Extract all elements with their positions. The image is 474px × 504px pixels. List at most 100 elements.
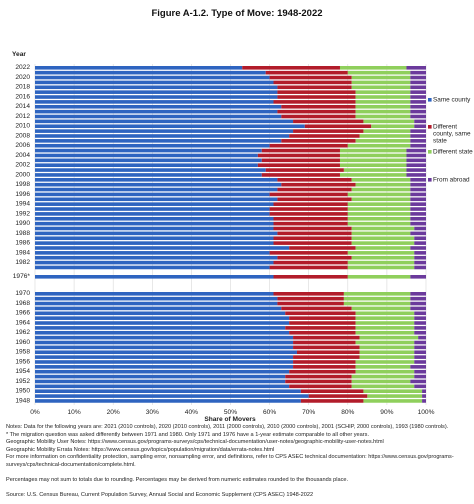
bar-segment-different-state: [351, 379, 411, 384]
bar-segment-abroad: [410, 207, 426, 211]
bar-segment-different-state: [367, 394, 423, 398]
bar-segment-same-county: [35, 158, 262, 163]
bar-segment-different-state: [355, 365, 411, 369]
bar-segment-abroad: [410, 109, 426, 114]
legend-label: Same county: [433, 97, 471, 104]
bar-segment-different-county: [269, 265, 348, 270]
bar-segment-same-county: [35, 345, 294, 350]
legend-label: From abroad: [433, 177, 470, 184]
bar-segment-same-county: [35, 365, 294, 369]
bar-segment-different-county: [300, 399, 364, 403]
bar-segment-different-state: [355, 139, 411, 143]
bar-segment-abroad: [410, 192, 426, 197]
year-label: 1970: [15, 290, 30, 297]
year-label: 2012: [15, 113, 30, 120]
bar-segment-same-county: [35, 374, 286, 379]
bar-segment-different-state: [347, 143, 411, 148]
bar-segment-abroad: [414, 369, 426, 374]
bar-segment-same-county: [35, 241, 274, 245]
bar-segment-same-county: [35, 216, 274, 221]
bar-segment-different-county: [293, 355, 360, 359]
bar-segment-different-county: [273, 80, 352, 85]
bar-segment-different-county: [242, 66, 340, 70]
bar-segment-different-state: [363, 129, 411, 133]
bar-segment-different-state: [355, 326, 415, 330]
legend-label: Different county, same state: [433, 124, 471, 145]
bar-segment-different-county: [281, 139, 356, 143]
bar-segment-different-state: [347, 202, 411, 206]
bar-segment-different-state: [359, 335, 419, 340]
bar-segment-different-state: [351, 306, 411, 311]
bar-segment-same-county: [35, 321, 290, 325]
note-line: [6, 470, 470, 478]
bar-segment-same-county: [35, 173, 262, 177]
bar-segment-different-county: [293, 340, 356, 345]
x-tick-label: 50%: [224, 409, 237, 416]
bar-segment-abroad: [422, 389, 426, 393]
bar-segment-different-state: [355, 90, 411, 94]
bar-segment-same-county: [35, 134, 290, 138]
year-label: 2016: [15, 93, 30, 100]
bar-segment-different-state: [359, 134, 411, 138]
stacked-bar-chart: Year 2022 2020 2018 2016 2014 2012 2010 2008 200…: [12, 51, 473, 423]
bar-segment-different-county: [285, 374, 352, 379]
bar-segment-abroad: [410, 139, 426, 143]
bar-segment-abroad: [410, 95, 426, 99]
bar-segment-different-state: [355, 246, 411, 250]
bar-segment-abroad: [410, 85, 426, 90]
bar-segment-different-county: [289, 321, 356, 325]
year-label: 1958: [15, 349, 30, 356]
bar-segment-different-county: [261, 148, 340, 153]
bar-segment-different-county: [296, 350, 360, 355]
bar-segment-same-county: [35, 350, 297, 355]
bar-segment-abroad: [410, 104, 426, 109]
bar-segment-same-county: [35, 369, 290, 374]
bar-segment-abroad: [410, 275, 426, 279]
bar-segment-different-state: [339, 173, 407, 177]
bar-segment-abroad: [414, 251, 426, 255]
bar-segment-same-county: [35, 340, 294, 345]
bar-segment-abroad: [406, 168, 426, 172]
bar-segment-different-state: [351, 75, 411, 80]
bar-segment-same-county: [35, 66, 243, 70]
note-line: Geographic Mobility Errata Notes: https:…: [6, 446, 275, 453]
x-tick-labels: 0% 10% 20% 30% 40% 50% 60% 70% 80% 90% 100%: [30, 409, 434, 416]
year-label: 1994: [15, 201, 30, 208]
bar-segment-different-state: [351, 374, 415, 379]
bar-segment-different-state: [347, 275, 411, 279]
x-tick-label: 70%: [302, 409, 315, 416]
bar-segment-different-state: [355, 311, 415, 316]
bar-segment-same-county: [35, 335, 294, 340]
bar-segment-different-state: [355, 369, 415, 374]
bar-segment-same-county: [35, 182, 282, 187]
year-label: 1976*: [13, 273, 31, 280]
bar-segment-same-county: [35, 260, 274, 265]
bar-segment-different-county: [273, 216, 348, 221]
year-label: 2002: [15, 162, 30, 169]
bar-segment-different-state: [355, 100, 411, 104]
bar-segment-abroad: [410, 216, 426, 221]
bar-segment-abroad: [414, 321, 426, 325]
legend-label: Different state: [433, 149, 473, 156]
bar-segment-different-county: [293, 335, 360, 340]
bar-segment-abroad: [406, 158, 426, 163]
bar-segment-different-state: [347, 265, 415, 270]
bar-segment-different-county: [277, 85, 352, 90]
bar-segment-different-state: [339, 148, 407, 153]
bar-segment-different-county: [285, 326, 356, 330]
bar-segment-different-state: [347, 70, 411, 75]
year-label: 1984: [15, 249, 30, 256]
bar-segment-same-county: [35, 197, 278, 202]
bar-segment-abroad: [410, 221, 426, 226]
bar-segment-same-county: [35, 316, 290, 320]
year-label: 2008: [15, 132, 30, 139]
bar-segment-same-county: [35, 246, 290, 250]
bar-segment-same-county: [35, 265, 270, 270]
bar-segment-abroad: [410, 75, 426, 80]
legend: Same county Different county, same state Dif…: [428, 97, 473, 184]
bar-segment-different-county: [277, 95, 356, 99]
bar-segment-different-county: [281, 114, 356, 119]
year-label: 1998: [15, 181, 30, 188]
year-label: 1964: [15, 319, 30, 326]
bar-segment-different-state: [351, 241, 415, 245]
